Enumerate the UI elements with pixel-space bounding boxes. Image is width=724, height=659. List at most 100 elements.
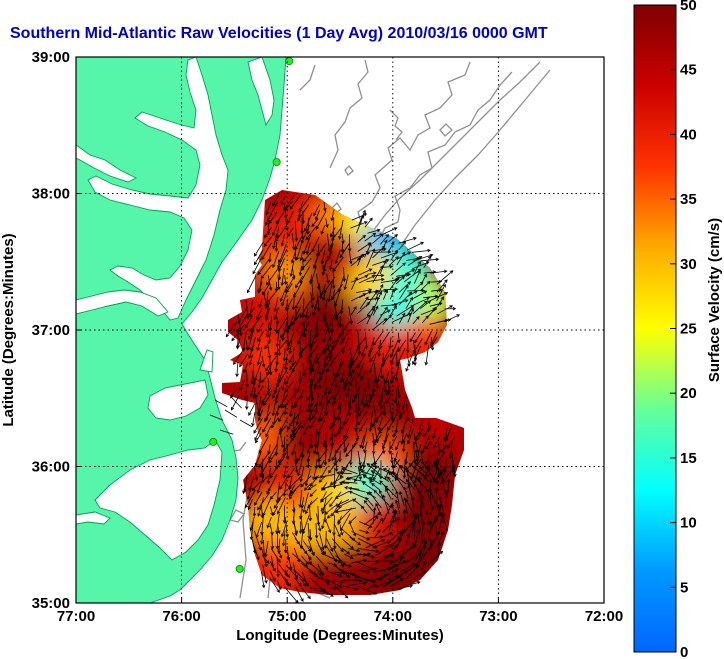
velocity-arrow (357, 548, 380, 553)
velocity-arrow (339, 524, 344, 536)
velocity-arrow (321, 516, 326, 530)
velocity-arrow (278, 411, 285, 423)
velocity-arrow (271, 395, 277, 417)
velocity-arrow (329, 491, 342, 508)
velocity-arrow (306, 443, 312, 454)
velocity-arrow (330, 346, 345, 364)
velocity-arrow (280, 195, 286, 206)
velocity-arrow (300, 258, 312, 271)
velocity-arrow (406, 580, 421, 587)
x-tick-label: 76:00 (162, 608, 200, 625)
radar-station-marker (209, 437, 218, 446)
colorbar-tick-label: 0 (680, 644, 688, 659)
velocity-arrow (424, 345, 430, 366)
velocity-arrow (254, 466, 259, 482)
velocity-arrow (323, 338, 336, 355)
velocity-arrow (302, 234, 312, 255)
velocity-arrow (328, 378, 335, 395)
velocity-arrow (359, 434, 365, 449)
velocity-arrow (326, 273, 330, 284)
velocity-arrow (383, 575, 402, 587)
velocity-arrow (405, 353, 413, 372)
velocity-arrow (360, 347, 366, 357)
velocity-arrow (389, 578, 405, 588)
velocity-arrow (395, 570, 408, 578)
velocity-arrow (265, 212, 273, 226)
velocity-arrow (379, 480, 389, 491)
velocity-arrow (354, 403, 358, 414)
velocity-arrow (265, 288, 279, 306)
velocity-arrow (260, 472, 272, 483)
velocity-arrow (357, 403, 368, 417)
velocity-arrow (266, 322, 270, 339)
velocity-arrow (327, 442, 334, 463)
velocity-arrow (349, 536, 361, 546)
velocity-arrow (387, 471, 400, 482)
velocity-arrow (430, 337, 435, 351)
velocity-arrow (264, 290, 269, 310)
velocity-arrow (405, 498, 415, 516)
velocity-arrow (402, 509, 407, 522)
velocity-arrow (329, 476, 344, 485)
velocity-arrow (264, 227, 272, 239)
velocity-arrow (299, 266, 310, 284)
velocity-arrow (425, 510, 430, 525)
velocity-arrow (269, 570, 276, 582)
velocity-arrow (389, 340, 399, 358)
velocity-arrow (416, 512, 421, 530)
velocity-arrow (267, 275, 273, 291)
velocity-arrow (327, 395, 334, 404)
velocity-arrow (307, 484, 317, 491)
velocity-arrow (334, 457, 339, 473)
velocity-arrow (301, 571, 309, 588)
velocity-arrow (367, 577, 383, 582)
velocity-arrow (308, 506, 313, 522)
velocity-arrow (347, 402, 352, 417)
x-tick-label: 73:00 (479, 608, 517, 625)
velocity-arrow (342, 267, 346, 283)
velocity-arrow (372, 318, 388, 331)
velocity-arrow (299, 466, 305, 483)
velocity-arrow (315, 555, 329, 570)
velocity-arrow (315, 211, 327, 230)
velocity-arrow (402, 433, 408, 444)
velocity-arrow (360, 470, 375, 477)
velocity-arrow (307, 522, 311, 540)
velocity-arrow (276, 274, 281, 291)
velocity-arrow (381, 568, 399, 579)
velocity-arrow (358, 275, 376, 284)
x-tick-label: 72:00 (585, 608, 623, 625)
velocity-arrow (337, 418, 350, 435)
velocity-arrow (281, 321, 288, 342)
velocity-arrow (301, 555, 309, 565)
velocity-arrow (390, 305, 397, 315)
velocity-arrow (299, 300, 311, 319)
colorbar-tick-label: 35 (680, 191, 697, 208)
velocity-arrow (382, 348, 391, 363)
velocity-arrow (297, 457, 303, 477)
velocity-arrow (329, 227, 336, 238)
velocity-arrow (398, 236, 417, 244)
velocity-arrow (383, 287, 399, 292)
velocity-arrow (239, 380, 246, 391)
velocity-arrow (257, 322, 264, 333)
velocity-arrow (372, 417, 377, 428)
velocity-arrow (252, 387, 257, 400)
velocity-arrow (245, 395, 249, 410)
velocity-arrow (381, 239, 388, 252)
velocity-arrow (309, 385, 314, 407)
velocity-arrow (287, 417, 295, 431)
velocity-arrow (323, 276, 336, 294)
colorbar-tick-label: 5 (680, 579, 688, 596)
velocity-arrow (331, 267, 336, 290)
velocity-arrow (323, 332, 334, 352)
velocity-arrow (246, 481, 253, 500)
colorbar-tick-label: 10 (680, 515, 697, 532)
velocity-arrow (430, 336, 438, 349)
y-tick-label: 36:00 (32, 459, 70, 476)
velocity-arrow (391, 299, 409, 306)
velocity-arrow (272, 195, 280, 207)
velocity-arrow (399, 284, 409, 300)
velocity-arrow (311, 236, 320, 253)
velocity-arrow (322, 291, 326, 302)
